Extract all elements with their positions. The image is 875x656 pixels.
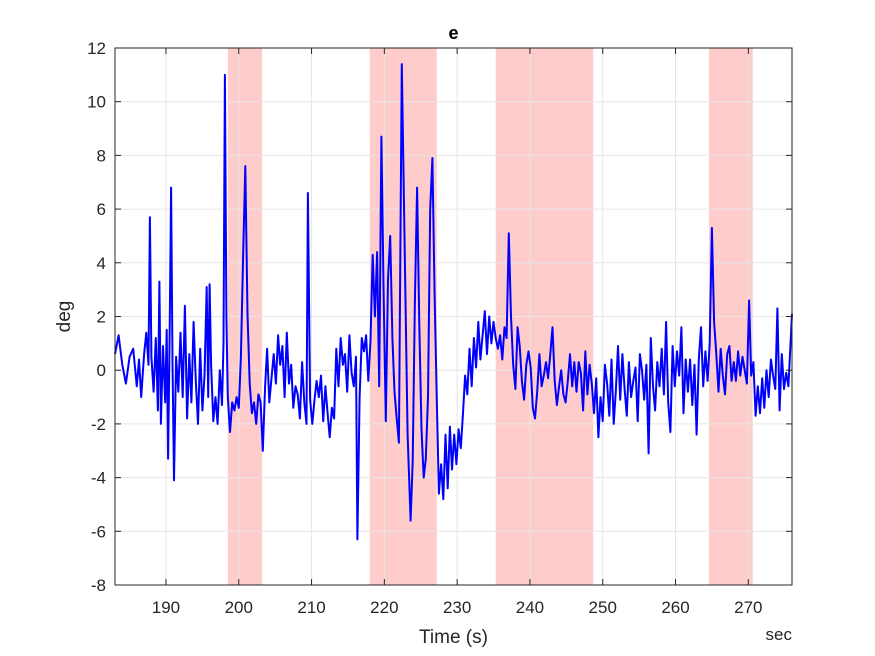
y-axis-label: deg [54, 301, 75, 333]
y-tick-label: -4 [91, 469, 106, 488]
y-tick-label: 12 [87, 39, 106, 58]
y-tick-label: 2 [97, 308, 106, 327]
x-tick-label: 250 [589, 598, 617, 617]
x-tick-label: 220 [370, 598, 398, 617]
x-tick-label: 230 [443, 598, 471, 617]
series-line-1 [114, 63, 793, 541]
y-axis-ticks: -8 -6 -4 -2 0 2 4 6 8 10 12 [87, 39, 792, 595]
y-tick-label: 8 [97, 146, 106, 165]
x-tick-label: 240 [516, 598, 544, 617]
y-tick-label: 4 [97, 254, 106, 273]
y-tick-label: 0 [97, 361, 106, 380]
x-axis-unit-note: sec [766, 625, 793, 644]
y-tick-label: 10 [87, 93, 106, 112]
x-tick-label: 200 [225, 598, 253, 617]
x-axis-label: Time (s) [419, 627, 488, 648]
y-tick-label: 6 [97, 200, 106, 219]
y-tick-label: -2 [91, 415, 106, 434]
x-axis-ticks: 190 200 210 220 230 240 250 260 270 [152, 48, 763, 617]
x-tick-label: 270 [734, 598, 762, 617]
x-tick-label: 210 [297, 598, 325, 617]
x-tick-label: 190 [152, 598, 180, 617]
series-group [114, 63, 793, 541]
y-tick-label: -8 [91, 576, 106, 595]
y-tick-label: -6 [91, 522, 106, 541]
chart-title: e [448, 23, 458, 43]
x-tick-label: 260 [661, 598, 689, 617]
